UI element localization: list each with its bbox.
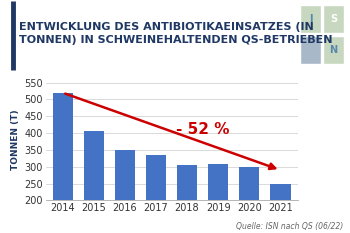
- Bar: [208, 164, 228, 233]
- Text: I: I: [309, 14, 312, 24]
- Bar: [146, 155, 166, 233]
- Bar: [177, 165, 197, 233]
- Bar: [300, 36, 321, 64]
- Bar: [323, 36, 344, 64]
- Text: - 52 %: - 52 %: [176, 122, 229, 137]
- Text: ENTWICKLUNG DES ANTIBIOTIKAEINSATZES (IN
TONNEN) IN SCHWEINEHALTENDEN QS-BETRIEB: ENTWICKLUNG DES ANTIBIOTIKAEINSATZES (IN…: [19, 22, 333, 45]
- Y-axis label: TONNEN (T): TONNEN (T): [11, 110, 20, 170]
- Bar: [52, 93, 73, 233]
- Text: Quelle: ISN nach QS (06/22): Quelle: ISN nach QS (06/22): [236, 222, 343, 231]
- Bar: [84, 131, 104, 233]
- Bar: [115, 150, 135, 233]
- Text: S: S: [330, 14, 337, 24]
- Bar: [239, 167, 259, 233]
- Bar: [270, 184, 290, 233]
- Text: N: N: [329, 45, 337, 55]
- Bar: [300, 5, 321, 33]
- Bar: [323, 5, 344, 33]
